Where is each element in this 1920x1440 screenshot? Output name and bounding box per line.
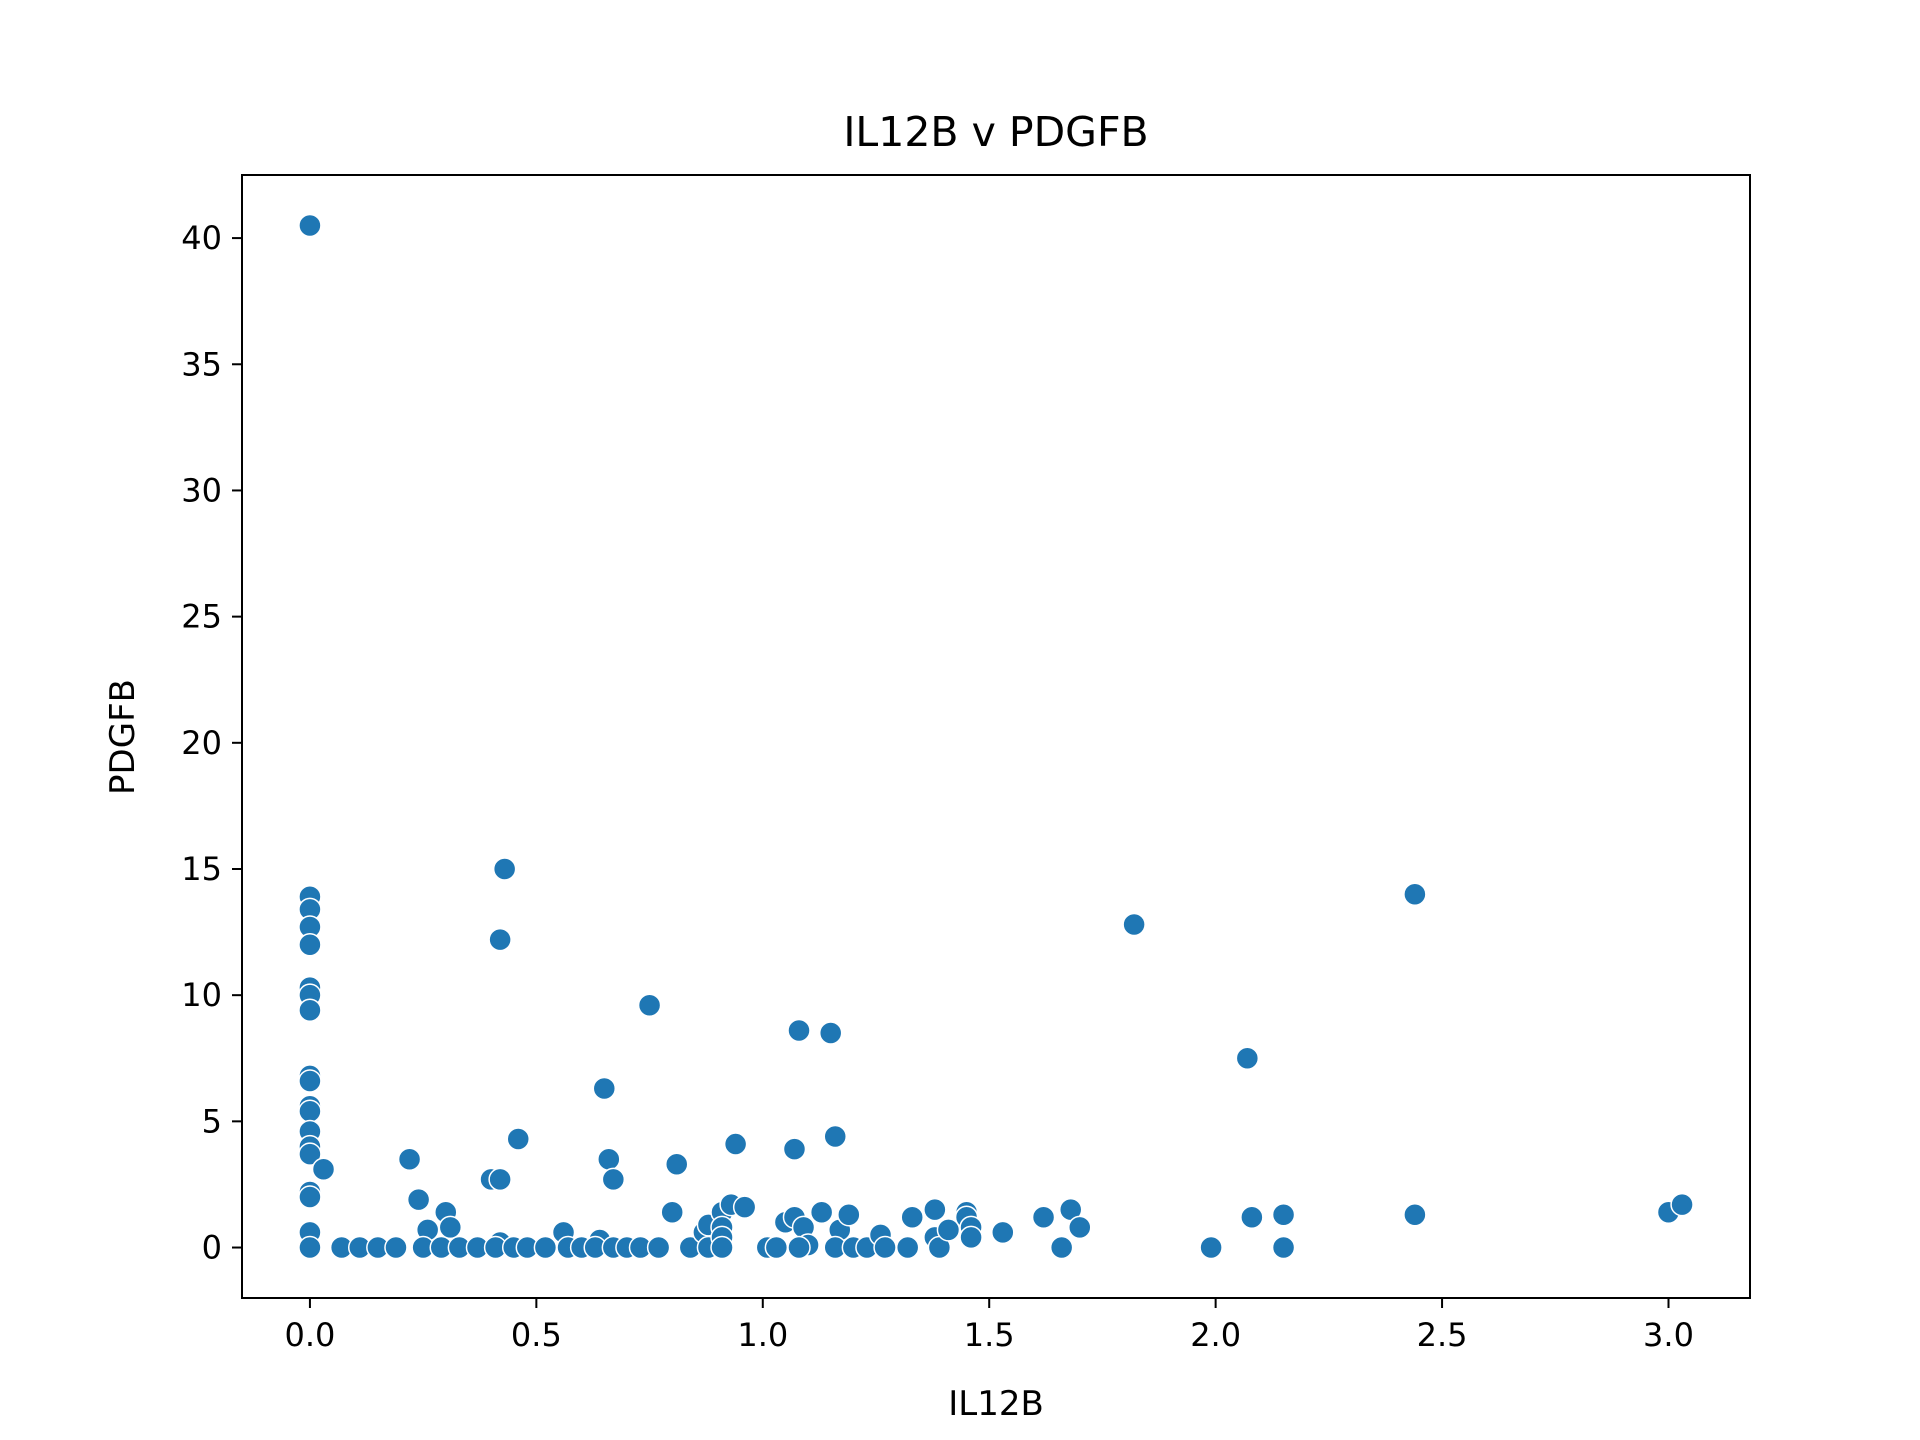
data-point: [809, 1200, 834, 1224]
data-point: [895, 1235, 920, 1260]
y-axis-ticks: 0 5 10 15 20 25 30 35 40: [181, 219, 242, 1267]
data-point: [787, 1018, 811, 1043]
data-point: [488, 1167, 512, 1192]
data-point: [991, 1220, 1015, 1245]
y-tick-label: 25: [181, 598, 222, 636]
data-point: [1031, 1205, 1056, 1229]
data-point: [1235, 1046, 1260, 1071]
data-point: [1403, 1202, 1427, 1227]
x-tick-label: 0.0: [284, 1316, 335, 1354]
data-point: [533, 1235, 558, 1260]
data-point: [298, 213, 322, 238]
data-point: [298, 998, 322, 1023]
data-point: [397, 1147, 422, 1171]
data-point: [764, 1235, 789, 1260]
data-point: [298, 1185, 322, 1209]
y-axis-label: PDGFB: [103, 679, 143, 795]
data-point: [837, 1202, 861, 1227]
x-tick-label: 0.5: [511, 1316, 562, 1354]
data-point: [1199, 1235, 1223, 1260]
x-tick-label: 2.0: [1190, 1316, 1241, 1354]
x-tick-label: 1.5: [964, 1316, 1015, 1354]
data-point: [1271, 1202, 1296, 1227]
y-tick-label: 30: [181, 471, 222, 509]
data-point: [1049, 1235, 1074, 1260]
data-point: [637, 993, 662, 1018]
data-point: [298, 1142, 322, 1166]
data-point: [298, 1235, 322, 1260]
data-point: [660, 1200, 684, 1224]
y-tick-label: 15: [181, 850, 222, 888]
data-point: [298, 932, 322, 957]
data-point: [787, 1235, 811, 1260]
data-point: [438, 1215, 463, 1240]
data-point: [732, 1195, 757, 1219]
data-points: [298, 213, 1694, 1260]
data-point: [1403, 882, 1427, 906]
data-point: [873, 1235, 897, 1260]
data-point: [936, 1218, 961, 1242]
data-point: [488, 927, 512, 952]
data-point: [782, 1137, 807, 1161]
data-point: [597, 1147, 621, 1171]
data-point: [818, 1021, 843, 1045]
data-point: [298, 1099, 322, 1124]
y-tick-label: 20: [181, 724, 222, 762]
data-point: [311, 1157, 336, 1182]
x-axis-ticks: 0.0 0.5 1.0 1.5 2.0 2.5 3.0: [284, 1298, 1694, 1354]
data-point: [384, 1235, 408, 1260]
data-point: [492, 857, 517, 881]
y-tick-label: 5: [202, 1102, 222, 1140]
data-point: [646, 1235, 671, 1260]
x-tick-label: 3.0: [1643, 1316, 1694, 1354]
y-tick-label: 10: [181, 976, 222, 1014]
data-point: [1670, 1192, 1694, 1217]
y-tick-label: 35: [181, 345, 222, 383]
data-point: [959, 1225, 983, 1250]
chart-title: IL12B v PDGFB: [843, 108, 1148, 156]
plot-frame: [241, 174, 1751, 1299]
data-point: [592, 1076, 617, 1101]
data-point: [664, 1152, 689, 1176]
data-point: [1068, 1215, 1092, 1240]
data-point: [406, 1187, 431, 1212]
data-point: [900, 1205, 924, 1229]
data-point: [923, 1197, 947, 1222]
data-point: [506, 1127, 530, 1151]
x-tick-label: 2.5: [1417, 1316, 1468, 1354]
y-tick-label: 0: [202, 1229, 222, 1267]
data-point: [1271, 1235, 1296, 1260]
data-point: [1122, 912, 1146, 937]
data-point: [298, 1069, 322, 1093]
data-point: [1240, 1205, 1264, 1229]
data-point: [723, 1132, 748, 1156]
x-tick-label: 1.0: [737, 1316, 788, 1354]
data-point: [710, 1235, 734, 1260]
x-axis-label: IL12B: [948, 1384, 1044, 1424]
y-tick-label: 40: [181, 219, 222, 257]
data-point: [823, 1124, 847, 1149]
data-point: [601, 1167, 626, 1192]
